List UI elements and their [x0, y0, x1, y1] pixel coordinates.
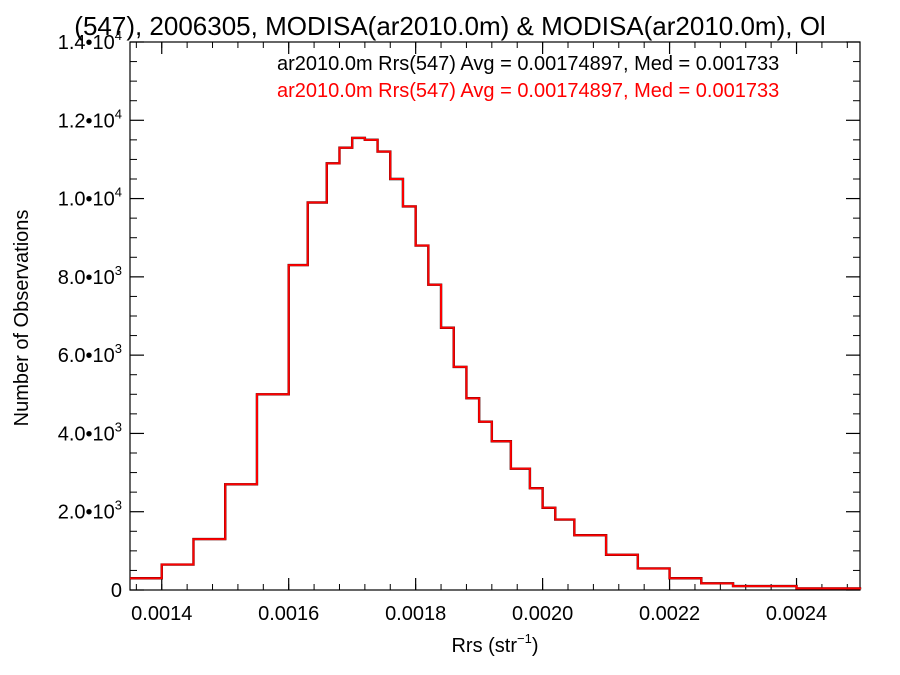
x-axis-label-exponent: −1 [517, 631, 532, 646]
y-tick-label-base: 1.0•10 [58, 189, 115, 211]
x-axis-label-tail: ) [532, 635, 539, 657]
y-tick-label: 1.0•104 [58, 185, 122, 211]
y-tick-label: 0 [111, 580, 122, 602]
y-tick-label-exponent: 4 [115, 28, 122, 43]
y-tick-label-base: 0 [111, 580, 122, 602]
x-tick-label: 0.0024 [766, 603, 827, 625]
y-tick-label: 2.0•103 [58, 498, 122, 524]
y-tick-label-exponent: 3 [115, 341, 122, 356]
plot-frame [129, 41, 861, 591]
x-axis: 0.0014 0.0016 0.0018 0.0020 0.0022 0.0024 [131, 42, 848, 625]
series-layer [130, 136, 862, 590]
x-axis-label: Rrs (str−1) [451, 631, 538, 657]
y-tick-label-base: 1.2•10 [58, 110, 115, 132]
series-black-line [130, 136, 862, 590]
y-tick-label-base: 1.4•10 [58, 32, 115, 54]
legend-entry-red: ar2010.0m Rrs(547) Avg = 0.00174897, Med… [277, 80, 779, 102]
series-red-line [130, 136, 861, 590]
y-tick-label-base: 2.0•10 [58, 502, 115, 524]
x-tick-label: 0.0016 [258, 603, 319, 625]
chart-title: (547), 2006305, MODISA(ar2010.0m) & MODI… [74, 11, 825, 41]
y-tick-label: 1.2•104 [58, 106, 122, 132]
y-tick-label-base: 6.0•10 [58, 345, 115, 367]
x-tick-label: 0.0018 [385, 603, 446, 625]
x-tick-label: 0.0022 [639, 603, 700, 625]
y-tick-label: 4.0•103 [58, 419, 122, 445]
x-axis-label-main: Rrs (str [451, 635, 517, 657]
x-tick-label: 0.0014 [131, 603, 192, 625]
y-tick-label: 1.4•104 [58, 28, 122, 54]
y-tick-label-exponent: 3 [115, 263, 122, 278]
y-tick-label: 8.0•103 [58, 263, 122, 289]
y-tick-label-base: 8.0•10 [58, 267, 115, 289]
x-tick-label: 0.0020 [512, 603, 573, 625]
y-tick-label-exponent: 3 [115, 498, 122, 513]
y-axis-label: Number of Observations [11, 210, 33, 427]
y-tick-label: 6.0•103 [58, 341, 122, 367]
legend-entry-black: ar2010.0m Rrs(547) Avg = 0.00174897, Med… [277, 53, 779, 75]
y-tick-label-exponent: 4 [115, 106, 122, 121]
y-tick-label-exponent: 3 [115, 419, 122, 434]
y-axis: 02.0•1034.0•1036.0•1038.0•1031.0•1041.2•… [58, 28, 860, 602]
y-tick-label-base: 4.0•10 [58, 423, 115, 445]
y-tick-label-exponent: 4 [115, 185, 122, 200]
